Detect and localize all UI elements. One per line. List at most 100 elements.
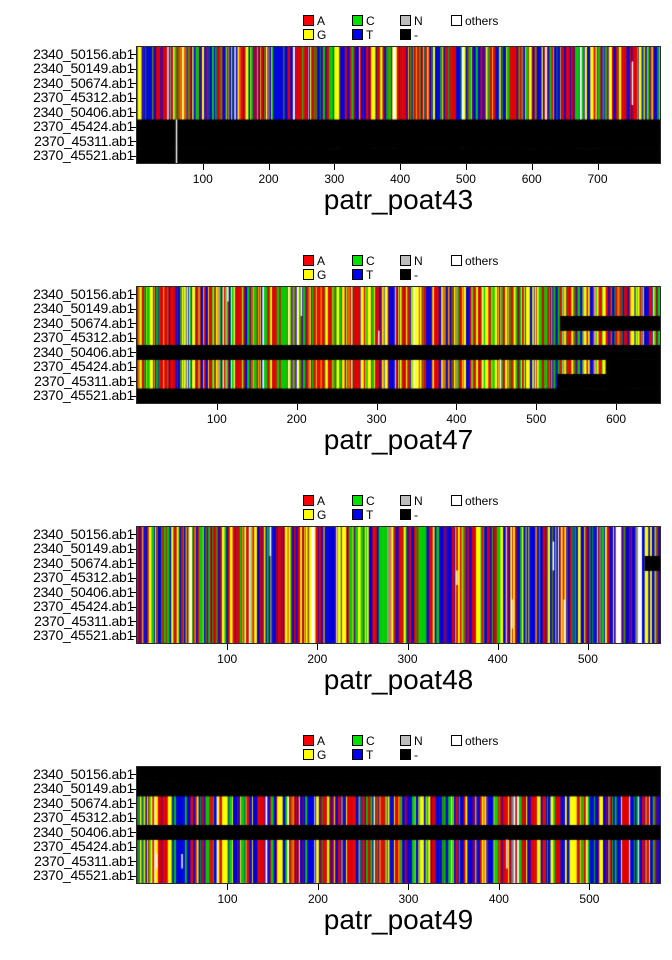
row-axis-tick: [130, 352, 136, 354]
x-axis-tick-label: 700: [587, 172, 608, 186]
legend-color-swatch-icon: [303, 495, 314, 506]
legend-label: -: [414, 508, 418, 522]
row-axis-tick: [130, 875, 136, 877]
legend-label: T: [366, 508, 374, 522]
legend-color-swatch-icon: [352, 29, 363, 40]
sequence-row-label: 2340_50406.ab1: [33, 343, 134, 360]
x-axis-tick-label: 200: [258, 172, 279, 186]
x-axis-tick: [498, 884, 500, 890]
sequence-row-label: 2340_50156.ab1: [33, 525, 134, 542]
x-axis-tick: [465, 164, 467, 170]
x-axis-tick: [227, 884, 229, 890]
row-axis-tick: [130, 861, 136, 863]
alignment-canvas: [137, 527, 660, 643]
legend-color-swatch-icon: [352, 15, 363, 26]
sequence-row-label: 2370_45424.ab1: [33, 838, 134, 854]
legend-label: C: [366, 254, 375, 268]
x-axis-tick: [317, 644, 319, 650]
sequence-row-label: 2370_45521.ab1: [33, 627, 134, 643]
x-axis-tick: [536, 404, 538, 410]
sequence-row-label: 2340_50406.ab1: [33, 823, 134, 840]
sequence-row-label: 2340_50149.ab1: [33, 300, 134, 316]
alignment-canvas: [137, 287, 660, 403]
row-axis-tick: [130, 381, 136, 383]
chart-title: patr_poat49: [323, 904, 474, 935]
legend-label: -: [414, 748, 418, 762]
sequence-row-label: 2370_45312.ab1: [33, 569, 134, 585]
legend-label: T: [366, 268, 374, 282]
row-axis-tick: [130, 83, 136, 85]
legend-color-swatch-icon: [400, 495, 411, 506]
legend-label: C: [366, 734, 375, 748]
row-axis-tick: [130, 635, 136, 637]
legend-color-swatch-icon: [451, 735, 462, 746]
sequence-row-label: 2340_50674.ab1: [33, 554, 134, 571]
x-axis-tick-label: 400: [488, 892, 509, 906]
x-axis-tick-label: 400: [390, 172, 411, 186]
sequence-row-label: 2340_50156.ab1: [33, 45, 134, 62]
row-axis-tick: [130, 155, 136, 157]
legend-label: N: [414, 254, 423, 268]
sequence-row-label: 2340_50674.ab1: [33, 74, 134, 91]
sequence-row-label: 2370_45521.ab1: [33, 867, 134, 883]
legend-color-swatch-icon: [303, 749, 314, 760]
sequence-row-label: 2340_50406.ab1: [33, 583, 134, 600]
legend-color-swatch-icon: [352, 269, 363, 280]
x-axis-tick: [408, 884, 410, 890]
row-axis-tick: [130, 68, 136, 70]
legend-label: C: [366, 14, 375, 28]
x-axis-tick-label: 500: [526, 412, 547, 426]
x-axis-tick: [497, 644, 499, 650]
sequence-row-label: 2340_50149.ab1: [33, 60, 134, 76]
row-axis-tick: [130, 337, 136, 339]
legend-label: N: [414, 734, 423, 748]
row-axis-tick: [130, 817, 136, 819]
sequence-row-label: 2370_45424.ab1: [33, 358, 134, 374]
legend-label: N: [414, 14, 423, 28]
row-axis-tick: [130, 577, 136, 579]
x-axis-tick: [456, 404, 458, 410]
sequence-row-label: 2370_45311.ab1: [34, 132, 134, 149]
x-axis-tick-label: 200: [307, 652, 328, 666]
sequence-row-label: 2370_45311.ab1: [34, 612, 134, 629]
x-axis-tick: [376, 404, 378, 410]
legend-color-swatch-icon: [352, 735, 363, 746]
sequence-row-label: 2340_50674.ab1: [33, 794, 134, 811]
sequence-row-label: 2340_50406.ab1: [33, 103, 134, 120]
x-axis-tick-label: 400: [487, 652, 508, 666]
x-axis-tick: [202, 164, 204, 170]
row-axis-tick: [130, 606, 136, 608]
sequence-row-label: 2370_45312.ab1: [33, 329, 134, 345]
legend-label: T: [366, 748, 374, 762]
legend-label: -: [414, 268, 418, 282]
x-axis-tick: [268, 164, 270, 170]
legend-color-swatch-icon: [400, 255, 411, 266]
x-axis-tick-label: 100: [192, 172, 213, 186]
x-axis-tick-label: 500: [455, 172, 476, 186]
sequence-row-label: 2370_45424.ab1: [33, 598, 134, 614]
row-axis-tick: [130, 774, 136, 776]
row-axis-tick: [130, 548, 136, 550]
row-axis-tick: [130, 788, 136, 790]
x-axis-tick-label: 300: [398, 892, 419, 906]
legend-label: others: [465, 734, 499, 748]
legend-color-swatch-icon: [400, 735, 411, 746]
x-axis-tick-label: 100: [206, 412, 227, 426]
sequence-row-label: 2340_50149.ab1: [33, 780, 134, 796]
row-axis-tick: [130, 621, 136, 623]
legend-color-swatch-icon: [400, 749, 411, 760]
x-axis-tick-label: 100: [217, 652, 238, 666]
legend-label: T: [366, 28, 374, 42]
x-axis-tick-label: 500: [579, 892, 600, 906]
legend-color-swatch-icon: [352, 495, 363, 506]
chart-title: patr_poat47: [323, 424, 474, 455]
sequence-row-label: 2370_45312.ab1: [33, 89, 134, 105]
legend-color-swatch-icon: [303, 255, 314, 266]
legend-label: C: [366, 494, 375, 508]
row-axis-tick: [130, 97, 136, 99]
x-axis-tick: [317, 884, 319, 890]
x-axis-tick-label: 100: [217, 892, 238, 906]
row-axis-tick: [130, 112, 136, 114]
